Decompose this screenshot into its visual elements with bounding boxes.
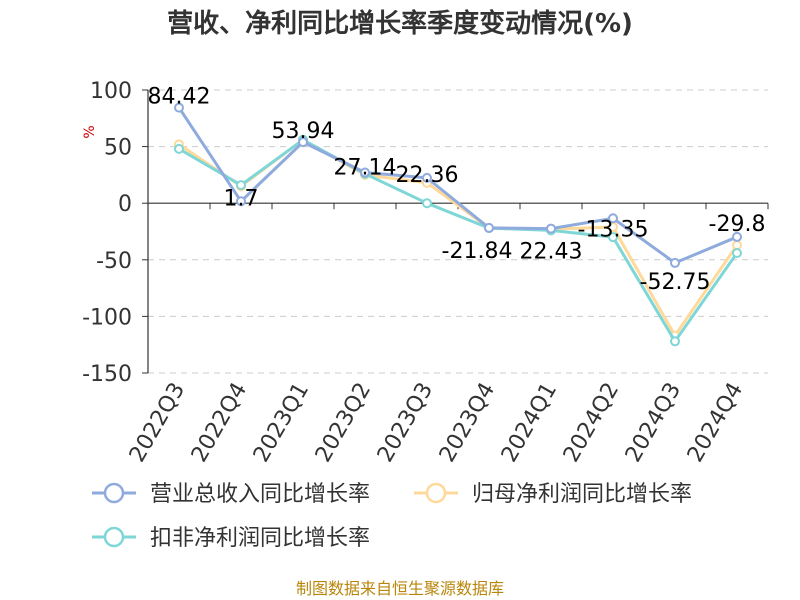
data-point bbox=[670, 336, 680, 347]
legend-label: 营业总收入同比增长率 bbox=[150, 482, 370, 507]
data-label: -21.84 bbox=[442, 239, 513, 264]
data-point bbox=[732, 248, 742, 259]
y-tick-label: 100 bbox=[90, 79, 132, 104]
y-axis-unit: % bbox=[82, 125, 98, 138]
chart-title: 营收、净利同比增长率季度变动情况(%) bbox=[167, 8, 633, 39]
data-point bbox=[236, 196, 246, 207]
data-point bbox=[174, 143, 184, 154]
data-source-note: 制图数据来自恒生聚源数据库 bbox=[296, 579, 504, 598]
data-point bbox=[608, 232, 618, 243]
data-label: 22.36 bbox=[396, 163, 459, 188]
y-tick-label: 50 bbox=[104, 136, 132, 161]
y-tick-label: -100 bbox=[82, 305, 132, 330]
data-point bbox=[298, 137, 308, 148]
x-tick-label: 2024Q2 bbox=[559, 379, 624, 467]
series-layer bbox=[174, 102, 742, 347]
x-tick-label: 2024Q1 bbox=[497, 379, 562, 467]
data-label: 22.43 bbox=[520, 240, 583, 265]
data-point bbox=[670, 257, 680, 268]
y-tick-label: -50 bbox=[96, 249, 132, 274]
x-tick-label: 2022Q3 bbox=[125, 379, 190, 467]
data-label-layer: 84.42 1.7 53.94 27.14 22.36 -21.84 22.43-13.35… bbox=[148, 85, 766, 295]
x-tick-label: 2023Q4 bbox=[435, 379, 500, 467]
data-point bbox=[360, 167, 370, 178]
series-line bbox=[177, 106, 738, 265]
data-point bbox=[236, 180, 246, 191]
legend-label: 归母净利润同比增长率 bbox=[472, 482, 692, 507]
x-tick-label: 2024Q3 bbox=[621, 379, 686, 467]
x-tick-label: 2023Q1 bbox=[249, 379, 314, 467]
data-point bbox=[732, 240, 742, 251]
data-point bbox=[174, 102, 184, 113]
data-point bbox=[422, 172, 432, 183]
data-point bbox=[422, 198, 432, 209]
data-point bbox=[732, 231, 742, 242]
x-tick-label: 2023Q3 bbox=[373, 379, 438, 467]
data-label: 1.7 bbox=[224, 186, 259, 211]
x-tick-label: 2022Q4 bbox=[187, 379, 252, 467]
legend-swatch-marker bbox=[425, 482, 447, 504]
y-tick-label: -150 bbox=[82, 362, 132, 387]
data-label: -13.35 bbox=[578, 217, 649, 242]
data-label: 27.14 bbox=[334, 155, 397, 180]
series-line bbox=[178, 138, 739, 343]
legend-swatch-marker bbox=[103, 526, 125, 548]
data-label: 84.42 bbox=[148, 85, 211, 110]
legend-swatch-marker bbox=[103, 482, 125, 504]
data-point bbox=[546, 223, 556, 234]
data-label: 53.94 bbox=[272, 119, 335, 144]
data-label: -29.8 bbox=[709, 212, 766, 237]
y-tick-label: 0 bbox=[118, 192, 132, 217]
grid-layer bbox=[148, 89, 768, 374]
x-tick-label: 2023Q2 bbox=[311, 379, 376, 467]
data-point bbox=[608, 213, 618, 224]
data-point bbox=[484, 222, 494, 233]
x-tick-label: 2024Q4 bbox=[683, 379, 748, 467]
legend-label: 扣非净利润同比增长率 bbox=[150, 526, 370, 551]
data-label: -52.75 bbox=[640, 270, 711, 295]
